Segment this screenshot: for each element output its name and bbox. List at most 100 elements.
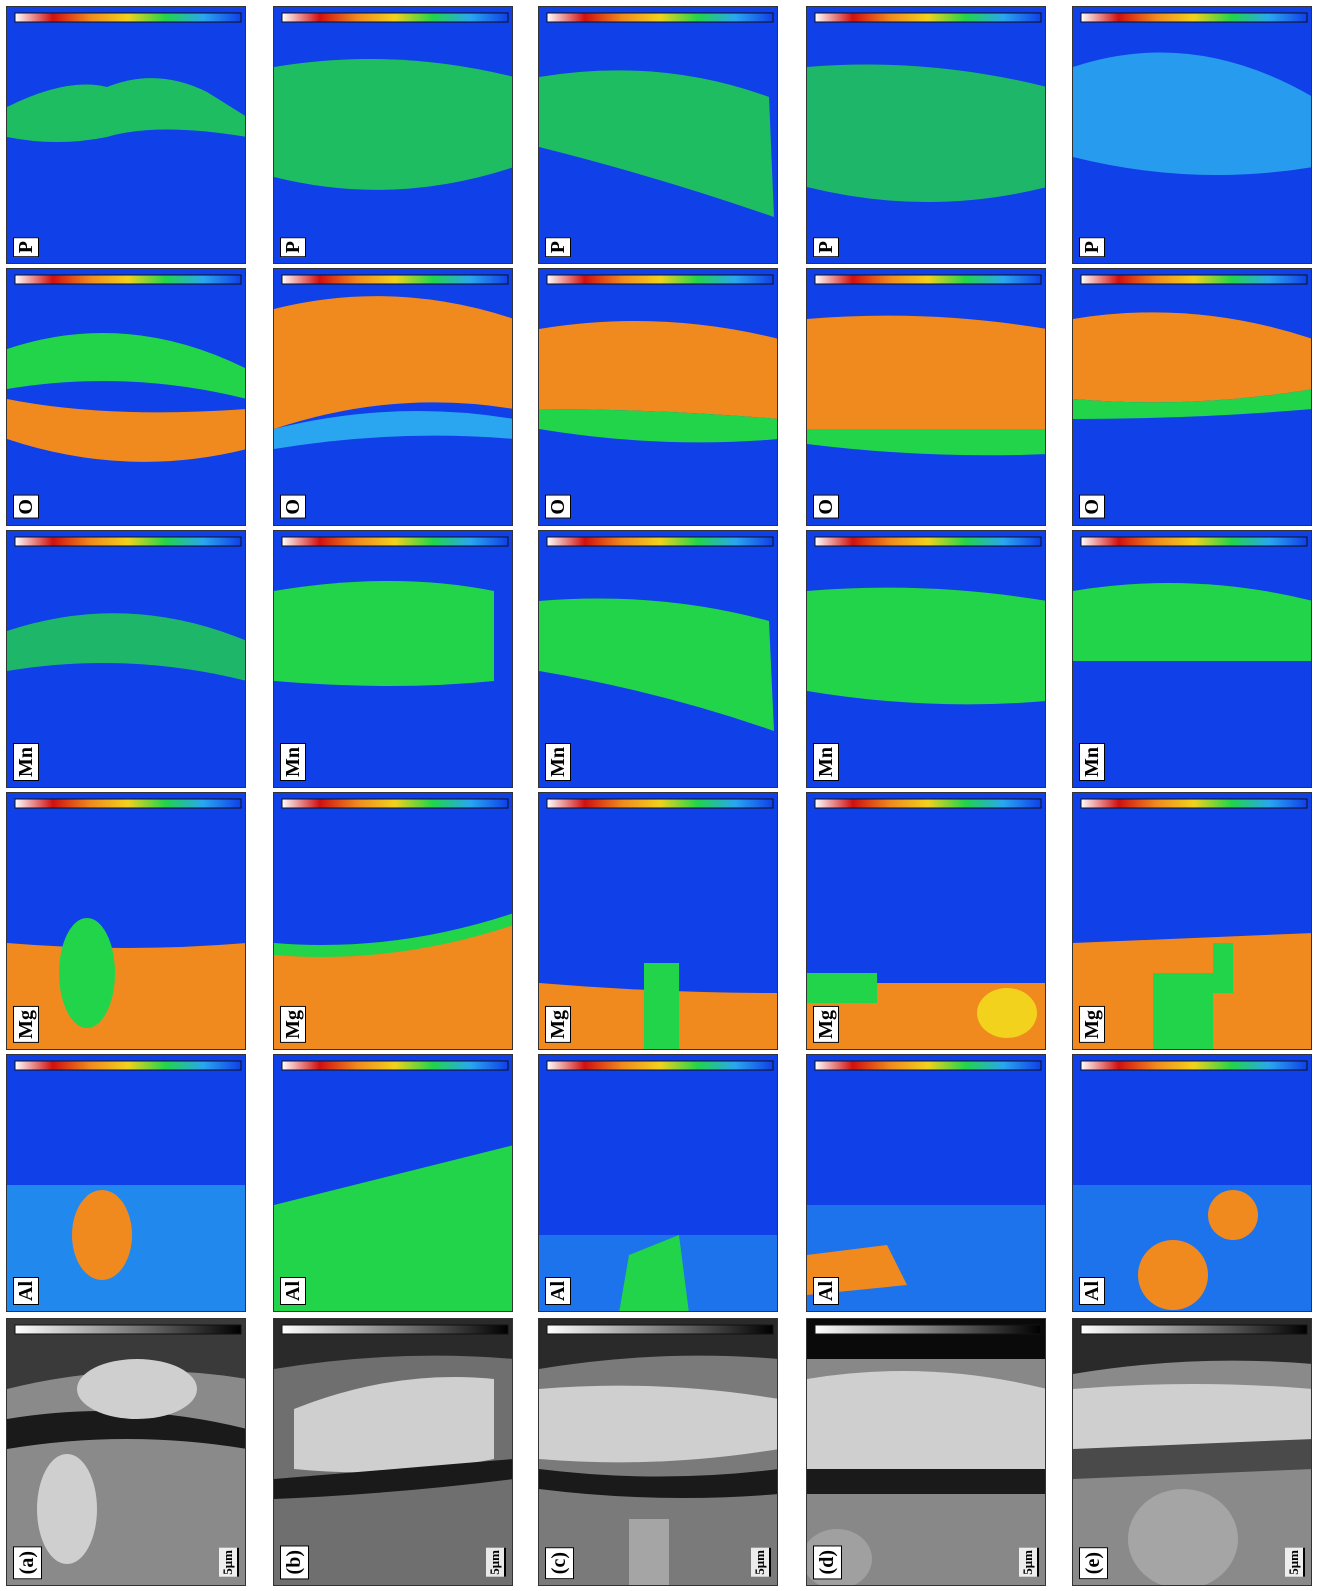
element-map-panel: P <box>538 6 778 264</box>
color-scale-bar <box>281 536 509 547</box>
element-distribution-map <box>7 798 245 1049</box>
element-label: Mn <box>1079 743 1105 781</box>
scale-bar-label: 5μm <box>1019 1548 1039 1577</box>
color-scale-bar <box>1080 12 1308 23</box>
color-scale-bar <box>14 536 242 547</box>
element-label: O <box>13 495 39 519</box>
element-map-panel: Mg <box>538 792 778 1050</box>
element-map-panel: Mn <box>273 530 513 788</box>
element-label: O <box>1079 495 1105 519</box>
element-distribution-map <box>1073 798 1311 1049</box>
panel-column: P O Mn Mg Al (d) 5μm <box>806 6 1046 1586</box>
element-label: P <box>13 236 39 257</box>
color-scale-bar <box>814 274 1042 285</box>
element-distribution-map <box>7 274 245 462</box>
element-distribution-map <box>274 274 512 449</box>
grayscale-bar <box>14 1324 242 1335</box>
scale-bar-label: 5μm <box>1285 1548 1305 1577</box>
element-map-panel: Mn <box>806 530 1046 788</box>
element-map-panel: Mn <box>6 530 246 788</box>
panel-column: P O Mn Mg Al (c) 5μm <box>538 6 778 1586</box>
element-label: P <box>545 236 571 257</box>
element-distribution-map <box>807 274 1045 456</box>
panel-column: P O Mn Mg Al (e) 5μm <box>1072 6 1312 1586</box>
element-label: Mg <box>545 1006 571 1043</box>
color-scale-bar <box>1080 536 1308 547</box>
color-scale-bar <box>1080 1060 1308 1071</box>
element-map-panel: O <box>1072 268 1312 526</box>
color-scale-bar <box>814 12 1042 23</box>
grayscale-bar <box>1080 1324 1308 1335</box>
element-label: Al <box>813 1277 839 1305</box>
sem-micrograph <box>7 1319 245 1585</box>
element-distribution-map <box>539 536 774 731</box>
element-distribution-map <box>7 12 245 142</box>
element-map-panel: Al <box>1072 1054 1312 1312</box>
element-distribution-map <box>807 1060 1045 1311</box>
color-scale-bar <box>281 798 509 809</box>
element-map-panel: P <box>6 6 246 264</box>
panel-tag: (e) <box>1079 1546 1108 1579</box>
element-label: Mn <box>280 743 306 781</box>
element-label: Al <box>545 1277 571 1305</box>
element-map-panel: Mg <box>806 792 1046 1050</box>
grayscale-bar <box>814 1324 1042 1335</box>
color-scale-bar <box>281 274 509 285</box>
element-distribution-map <box>1073 274 1311 419</box>
sem-image-panel: (b) 5μm <box>273 1318 513 1586</box>
element-map-panel: P <box>806 6 1046 264</box>
element-label: O <box>545 495 571 519</box>
element-map-panel: Al <box>273 1054 513 1312</box>
element-map-panel: Al <box>538 1054 778 1312</box>
sem-image-panel: (c) 5μm <box>538 1318 778 1586</box>
element-label: Mn <box>13 743 39 781</box>
panel-column: P O Mn Mg Al (b) 5μm <box>273 6 513 1586</box>
element-distribution-map <box>274 798 512 1049</box>
grayscale-bar <box>546 1324 774 1335</box>
color-scale-bar <box>546 536 774 547</box>
element-map-panel: P <box>273 6 513 264</box>
element-label: Mg <box>1079 1006 1105 1043</box>
scale-bar-label: 5μm <box>486 1548 506 1577</box>
color-scale-bar <box>814 1060 1042 1071</box>
element-distribution-map <box>539 12 774 217</box>
element-label: Al <box>13 1277 39 1305</box>
color-scale-bar <box>14 1060 242 1071</box>
element-distribution-map <box>274 12 512 190</box>
element-distribution-map <box>1073 1060 1311 1311</box>
panel-tag: (c) <box>545 1546 574 1579</box>
element-distribution-map <box>807 12 1045 202</box>
panel-tag: (d) <box>813 1544 842 1579</box>
color-scale-bar <box>546 12 774 23</box>
element-map-panel: P <box>1072 6 1312 264</box>
panel-column: P O Mn Mg Al (a) 5μm <box>6 6 246 1586</box>
element-distribution-map <box>7 536 245 681</box>
color-scale-bar <box>814 536 1042 547</box>
element-map-panel: O <box>6 268 246 526</box>
element-map-panel: O <box>806 268 1046 526</box>
element-map-panel: Mg <box>1072 792 1312 1050</box>
sem-image-panel: (e) 5μm <box>1072 1318 1312 1586</box>
element-label: O <box>813 495 839 519</box>
element-map-panel: Al <box>806 1054 1046 1312</box>
color-scale-bar <box>281 12 509 23</box>
grayscale-bar <box>281 1324 509 1335</box>
color-scale-bar <box>546 1060 774 1071</box>
color-scale-bar <box>281 1060 509 1071</box>
element-label: Al <box>280 1277 306 1305</box>
element-distribution-map <box>274 536 509 686</box>
element-distribution-map <box>539 798 777 1049</box>
element-distribution-map <box>1073 12 1311 175</box>
element-label: Mg <box>813 1006 839 1043</box>
color-scale-bar <box>1080 274 1308 285</box>
element-distribution-map <box>807 798 1045 1049</box>
element-label: Mg <box>13 1006 39 1043</box>
sem-micrograph <box>539 1319 777 1585</box>
element-label: Al <box>1079 1277 1105 1305</box>
element-distribution-map <box>1073 536 1311 661</box>
scale-bar-label: 5μm <box>219 1548 239 1577</box>
color-scale-bar <box>814 798 1042 809</box>
panel-tag: (b) <box>280 1544 309 1579</box>
element-label: P <box>1079 236 1105 257</box>
element-map-panel: Mn <box>538 530 778 788</box>
